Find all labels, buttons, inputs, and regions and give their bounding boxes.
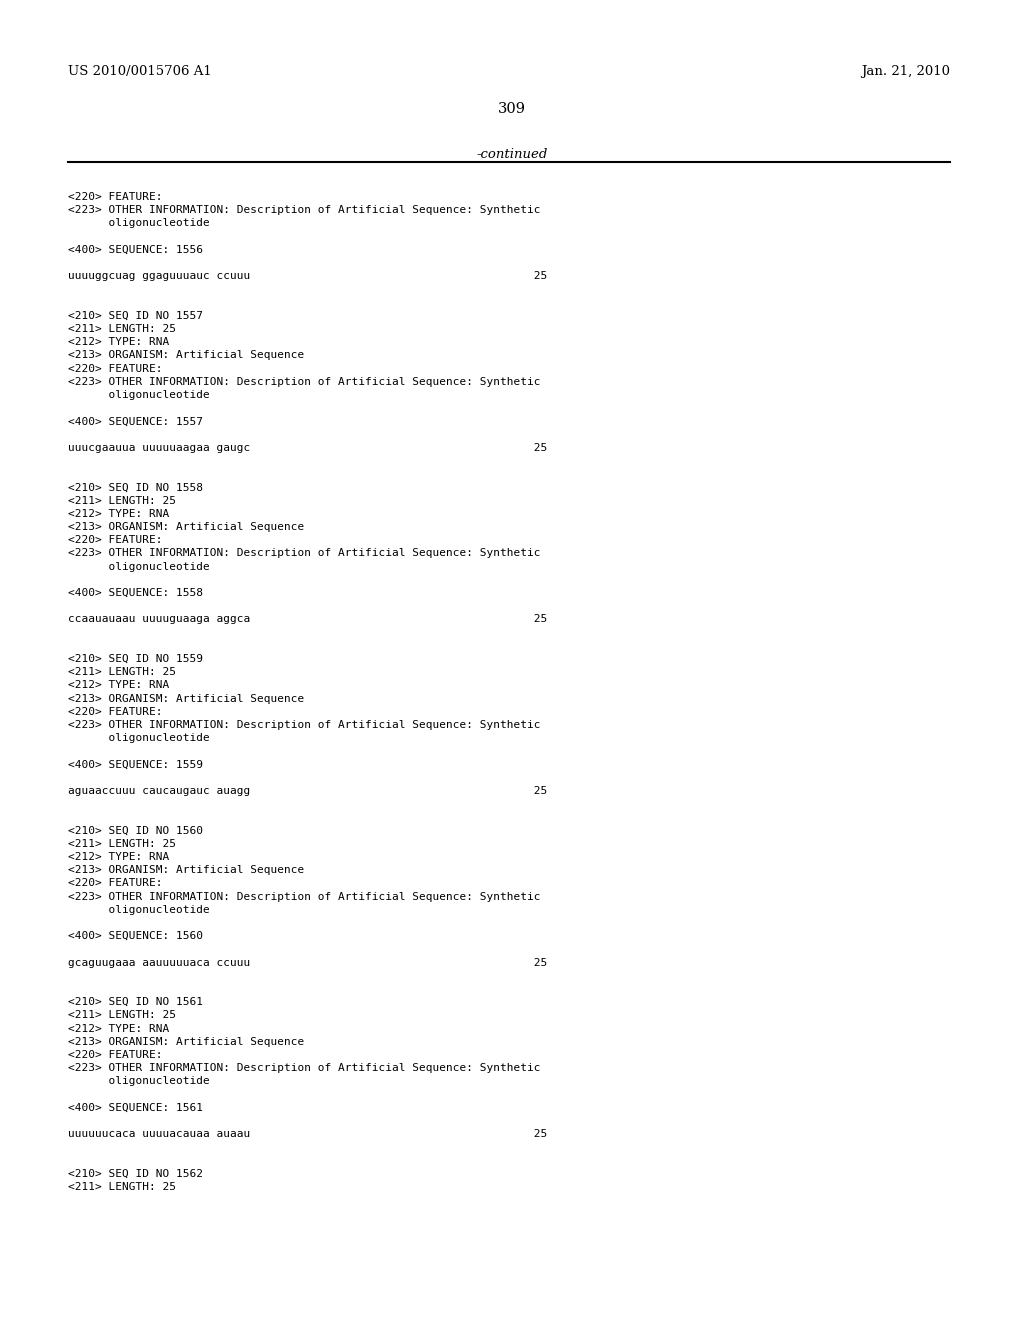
Text: <400> SEQUENCE: 1561: <400> SEQUENCE: 1561	[68, 1102, 203, 1113]
Text: uuucgaauua uuuuuaagaa gaugc                                          25: uuucgaauua uuuuuaagaa gaugc 25	[68, 442, 547, 453]
Text: <210> SEQ ID NO 1557: <210> SEQ ID NO 1557	[68, 310, 203, 321]
Text: <400> SEQUENCE: 1560: <400> SEQUENCE: 1560	[68, 931, 203, 941]
Text: <211> LENGTH: 25: <211> LENGTH: 25	[68, 838, 176, 849]
Text: <212> TYPE: RNA: <212> TYPE: RNA	[68, 851, 169, 862]
Text: <223> OTHER INFORMATION: Description of Artificial Sequence: Synthetic: <223> OTHER INFORMATION: Description of …	[68, 548, 541, 558]
Text: <212> TYPE: RNA: <212> TYPE: RNA	[68, 337, 169, 347]
Text: <210> SEQ ID NO 1559: <210> SEQ ID NO 1559	[68, 653, 203, 664]
Text: <400> SEQUENCE: 1557: <400> SEQUENCE: 1557	[68, 416, 203, 426]
Text: uuuuuucaca uuuuacauaa auaau                                          25: uuuuuucaca uuuuacauaa auaau 25	[68, 1129, 547, 1139]
Text: <211> LENGTH: 25: <211> LENGTH: 25	[68, 495, 176, 506]
Text: Jan. 21, 2010: Jan. 21, 2010	[861, 65, 950, 78]
Text: <213> ORGANISM: Artificial Sequence: <213> ORGANISM: Artificial Sequence	[68, 693, 304, 704]
Text: <211> LENGTH: 25: <211> LENGTH: 25	[68, 1010, 176, 1020]
Text: oligonucleotide: oligonucleotide	[68, 218, 210, 228]
Text: <210> SEQ ID NO 1561: <210> SEQ ID NO 1561	[68, 997, 203, 1007]
Text: <223> OTHER INFORMATION: Description of Artificial Sequence: Synthetic: <223> OTHER INFORMATION: Description of …	[68, 891, 541, 902]
Text: <210> SEQ ID NO 1562: <210> SEQ ID NO 1562	[68, 1168, 203, 1179]
Text: aguaaccuuu caucaugauc auagg                                          25: aguaaccuuu caucaugauc auagg 25	[68, 785, 547, 796]
Text: <211> LENGTH: 25: <211> LENGTH: 25	[68, 667, 176, 677]
Text: <220> FEATURE:: <220> FEATURE:	[68, 363, 163, 374]
Text: oligonucleotide: oligonucleotide	[68, 561, 210, 572]
Text: -continued: -continued	[476, 148, 548, 161]
Text: <212> TYPE: RNA: <212> TYPE: RNA	[68, 680, 169, 690]
Text: uuuuggcuag ggaguuuauc ccuuu                                          25: uuuuggcuag ggaguuuauc ccuuu 25	[68, 271, 547, 281]
Text: <220> FEATURE:: <220> FEATURE:	[68, 706, 163, 717]
Text: <400> SEQUENCE: 1558: <400> SEQUENCE: 1558	[68, 587, 203, 598]
Text: oligonucleotide: oligonucleotide	[68, 389, 210, 400]
Text: 309: 309	[498, 102, 526, 116]
Text: oligonucleotide: oligonucleotide	[68, 904, 210, 915]
Text: <213> ORGANISM: Artificial Sequence: <213> ORGANISM: Artificial Sequence	[68, 350, 304, 360]
Text: <213> ORGANISM: Artificial Sequence: <213> ORGANISM: Artificial Sequence	[68, 865, 304, 875]
Text: <211> LENGTH: 25: <211> LENGTH: 25	[68, 1181, 176, 1192]
Text: <211> LENGTH: 25: <211> LENGTH: 25	[68, 323, 176, 334]
Text: <220> FEATURE:: <220> FEATURE:	[68, 191, 163, 202]
Text: gcaguugaaa aauuuuuaca ccuuu                                          25: gcaguugaaa aauuuuuaca ccuuu 25	[68, 957, 547, 968]
Text: <220> FEATURE:: <220> FEATURE:	[68, 535, 163, 545]
Text: <400> SEQUENCE: 1559: <400> SEQUENCE: 1559	[68, 759, 203, 770]
Text: <220> FEATURE:: <220> FEATURE:	[68, 878, 163, 888]
Text: oligonucleotide: oligonucleotide	[68, 1076, 210, 1086]
Text: oligonucleotide: oligonucleotide	[68, 733, 210, 743]
Text: ccaauauaau uuuuguaaga aggca                                          25: ccaauauaau uuuuguaaga aggca 25	[68, 614, 547, 624]
Text: <223> OTHER INFORMATION: Description of Artificial Sequence: Synthetic: <223> OTHER INFORMATION: Description of …	[68, 205, 541, 215]
Text: <210> SEQ ID NO 1558: <210> SEQ ID NO 1558	[68, 482, 203, 492]
Text: US 2010/0015706 A1: US 2010/0015706 A1	[68, 65, 212, 78]
Text: <223> OTHER INFORMATION: Description of Artificial Sequence: Synthetic: <223> OTHER INFORMATION: Description of …	[68, 376, 541, 387]
Text: <223> OTHER INFORMATION: Description of Artificial Sequence: Synthetic: <223> OTHER INFORMATION: Description of …	[68, 719, 541, 730]
Text: <212> TYPE: RNA: <212> TYPE: RNA	[68, 508, 169, 519]
Text: <213> ORGANISM: Artificial Sequence: <213> ORGANISM: Artificial Sequence	[68, 521, 304, 532]
Text: <210> SEQ ID NO 1560: <210> SEQ ID NO 1560	[68, 825, 203, 836]
Text: <213> ORGANISM: Artificial Sequence: <213> ORGANISM: Artificial Sequence	[68, 1036, 304, 1047]
Text: <212> TYPE: RNA: <212> TYPE: RNA	[68, 1023, 169, 1034]
Text: <223> OTHER INFORMATION: Description of Artificial Sequence: Synthetic: <223> OTHER INFORMATION: Description of …	[68, 1063, 541, 1073]
Text: <400> SEQUENCE: 1556: <400> SEQUENCE: 1556	[68, 244, 203, 255]
Text: <220> FEATURE:: <220> FEATURE:	[68, 1049, 163, 1060]
